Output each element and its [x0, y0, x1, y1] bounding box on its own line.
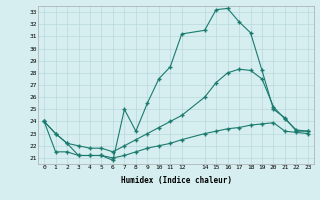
- X-axis label: Humidex (Indice chaleur): Humidex (Indice chaleur): [121, 176, 231, 185]
